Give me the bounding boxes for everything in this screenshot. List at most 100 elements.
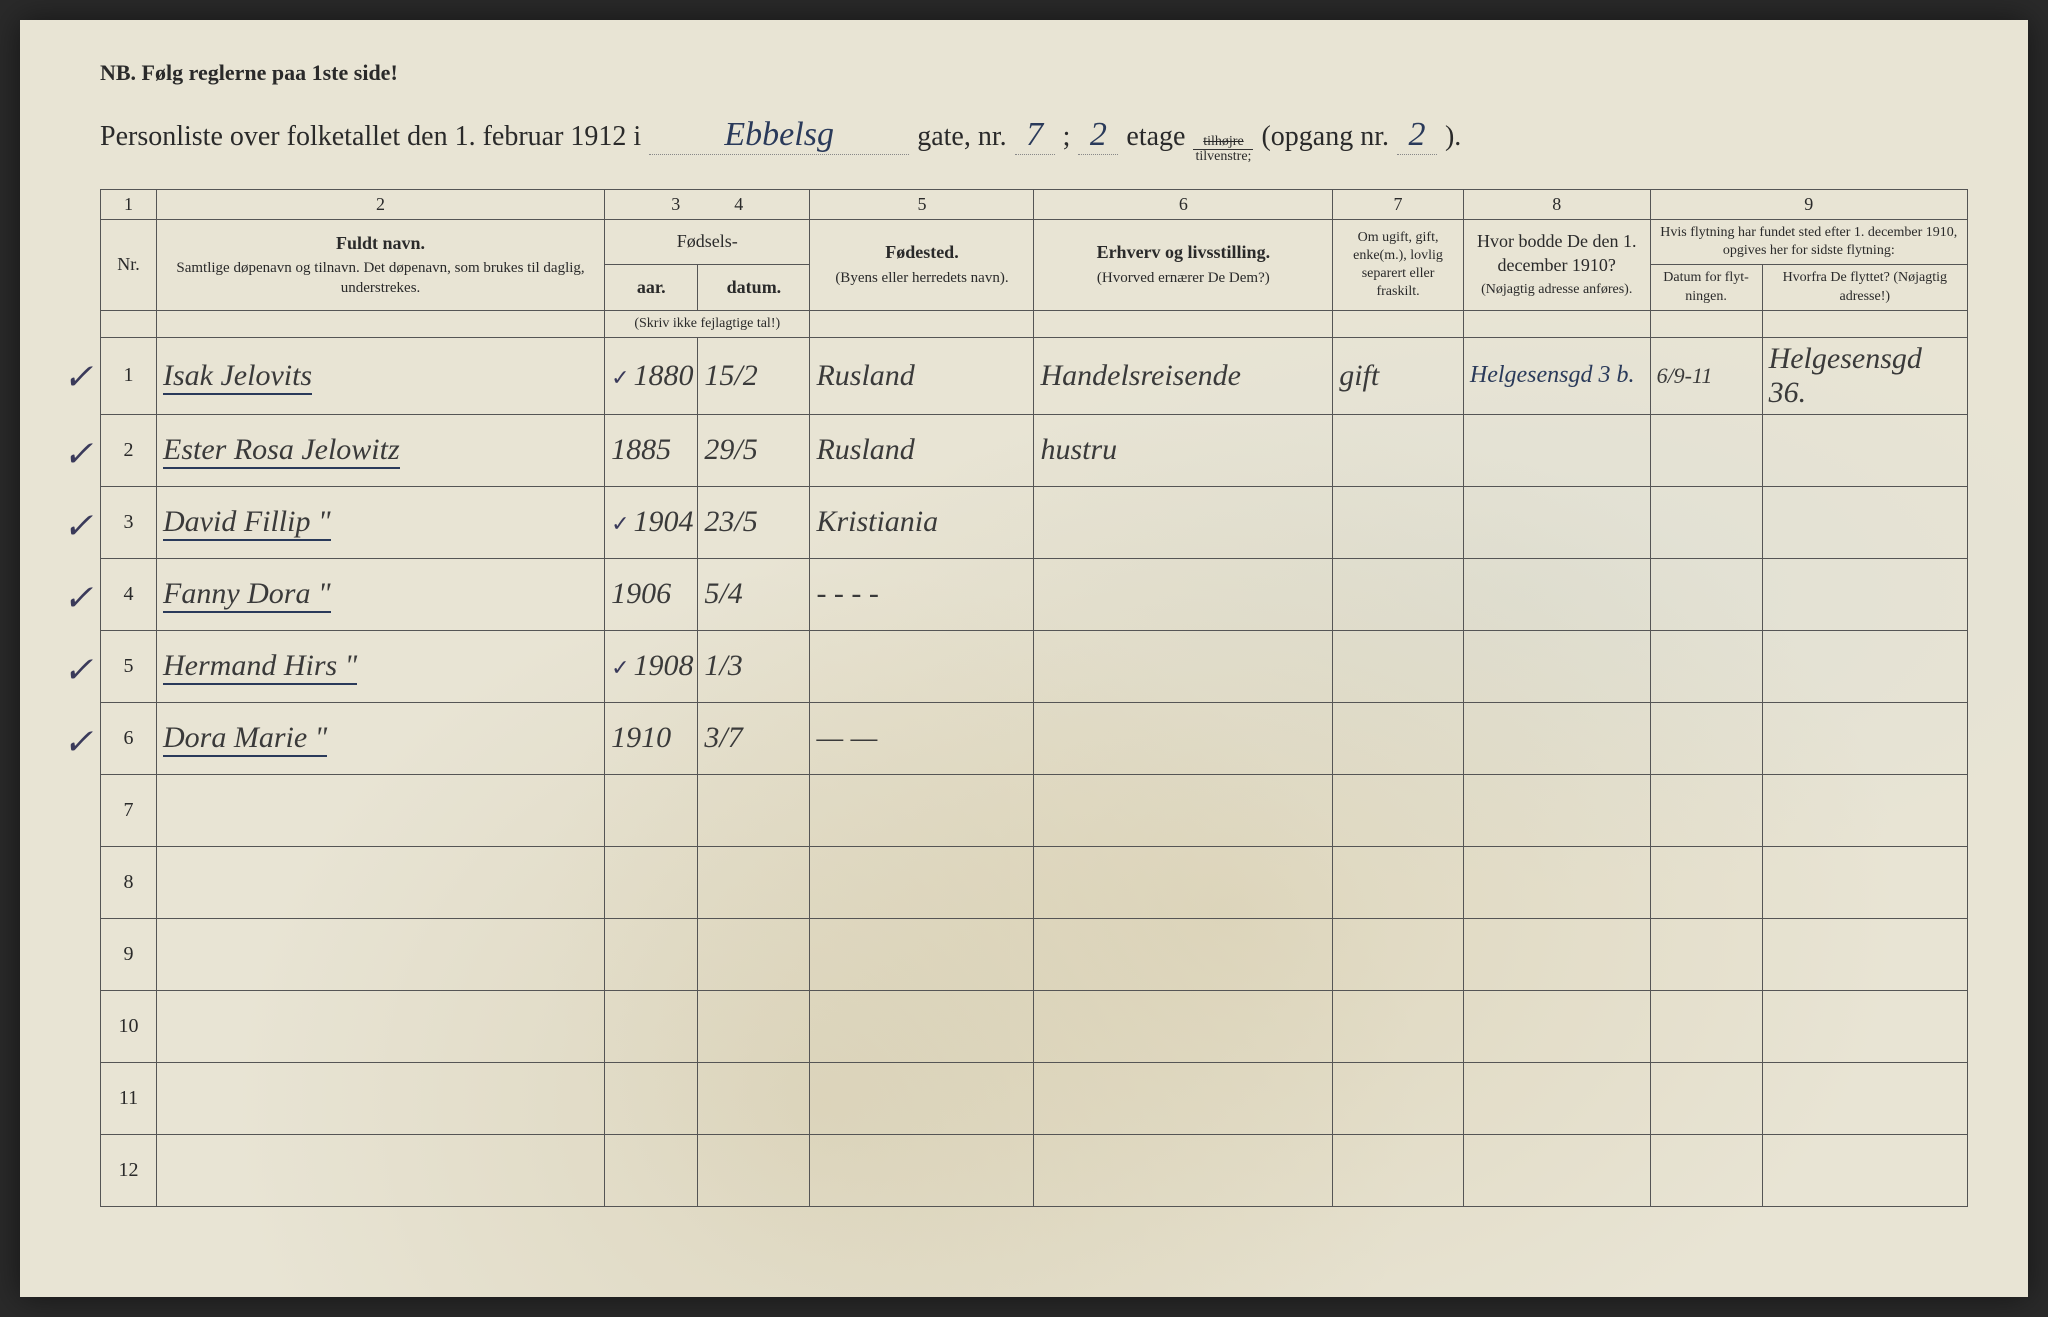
cell-birthplace: — —	[810, 702, 1034, 774]
cell-occupation	[1034, 1134, 1333, 1206]
cell-move-from: Helgesensgd 36.	[1762, 337, 1967, 414]
cell-name	[157, 774, 605, 846]
cell-address-1910	[1463, 1062, 1650, 1134]
cell-birthplace	[810, 774, 1034, 846]
cell-year	[605, 1134, 698, 1206]
cell-birthplace	[810, 1134, 1034, 1206]
cell-date: 5/4	[698, 558, 810, 630]
form-title-line: Personliste over folketallet den 1. febr…	[100, 116, 1968, 164]
cell-date	[698, 774, 810, 846]
cell-year	[605, 846, 698, 918]
cell-move-date	[1650, 1062, 1762, 1134]
etage-nr-field: 2	[1078, 116, 1118, 155]
cell-name	[157, 990, 605, 1062]
cell-occupation	[1034, 918, 1333, 990]
cell-move-date	[1650, 558, 1762, 630]
table-row: 11	[101, 1062, 1968, 1134]
cell-date: 3/7	[698, 702, 810, 774]
header-row-3: (Skriv ikke fejlagtige tal!)	[101, 310, 1968, 337]
cell-move-date	[1650, 1134, 1762, 1206]
cell-date	[698, 990, 810, 1062]
cell-move-from	[1762, 558, 1967, 630]
cell-address-1910	[1463, 774, 1650, 846]
hdr-birth-group: Fødsels-	[605, 220, 810, 265]
cell-nr: ✓4	[101, 558, 157, 630]
cell-year: ✓1880	[605, 337, 698, 414]
cell-name	[157, 918, 605, 990]
hdr-move-date: Datum for flyt-ningen.	[1650, 265, 1762, 310]
cell-move-from	[1762, 702, 1967, 774]
cell-birthplace: Rusland	[810, 337, 1034, 414]
cell-occupation	[1034, 702, 1333, 774]
cell-date: 15/2	[698, 337, 810, 414]
hdr-date-title: datum.	[727, 277, 782, 297]
cell-status	[1333, 990, 1464, 1062]
cell-move-from	[1762, 774, 1967, 846]
cell-status	[1333, 702, 1464, 774]
cell-address-1910	[1463, 702, 1650, 774]
cell-status	[1333, 414, 1464, 486]
hdr-move-group: Hvis flytning har fundet sted efter 1. d…	[1650, 220, 1967, 265]
cell-name: David Fillip "	[157, 486, 605, 558]
cell-date	[698, 1134, 810, 1206]
cell-birthplace	[810, 990, 1034, 1062]
table-row: 7	[101, 774, 1968, 846]
cell-status	[1333, 558, 1464, 630]
cell-move-date	[1650, 990, 1762, 1062]
cell-occupation: hustru	[1034, 414, 1333, 486]
cell-move-from	[1762, 918, 1967, 990]
cell-year: 1885	[605, 414, 698, 486]
cell-birthplace: Rusland	[810, 414, 1034, 486]
cell-nr: 10	[101, 990, 157, 1062]
cell-year: 1910	[605, 702, 698, 774]
table-row: ✓3David Fillip "✓190423/5Kristiania	[101, 486, 1968, 558]
opgang-nr-field: 2	[1397, 116, 1437, 155]
cell-move-date	[1650, 774, 1762, 846]
cell-occupation	[1034, 774, 1333, 846]
table-row: ✓5Hermand Hirs "✓19081/3	[101, 630, 1968, 702]
semicolon: ;	[1063, 121, 1071, 153]
cell-name: Fanny Dora "	[157, 558, 605, 630]
hdr-name: Fuldt navn. Samtlige døpenavn og tilnavn…	[157, 220, 605, 311]
colnum-9: 9	[1650, 190, 1967, 220]
cell-move-from	[1762, 414, 1967, 486]
census-form-page: NB. Følg reglerne paa 1ste side! Personl…	[20, 20, 2028, 1297]
cell-nr: 12	[101, 1134, 157, 1206]
cell-date: 1/3	[698, 630, 810, 702]
colnum-6: 6	[1034, 190, 1333, 220]
hdr-move-from: Hvorfra De flyttet? (Nøjagtig adresse!)	[1762, 265, 1967, 310]
cell-status	[1333, 774, 1464, 846]
hdr-occ-title: Erhverv og livsstilling.	[1097, 242, 1271, 262]
cell-year	[605, 1062, 698, 1134]
cell-nr: ✓3	[101, 486, 157, 558]
hdr-year-title: aar.	[637, 277, 666, 297]
cell-move-date	[1650, 846, 1762, 918]
hdr-addr-title: Hvor bodde De den 1. december 1910?	[1477, 231, 1636, 274]
cell-nr: 7	[101, 774, 157, 846]
hdr-blank-addr	[1463, 310, 1650, 337]
cell-occupation	[1034, 630, 1333, 702]
table-row: 9	[101, 918, 1968, 990]
hdr-year: aar.	[605, 265, 698, 310]
table-row: 10	[101, 990, 1968, 1062]
cell-status	[1333, 846, 1464, 918]
cell-nr: ✓1	[101, 337, 157, 414]
etage-label: etage	[1126, 121, 1185, 153]
hdr-year-sub: (Skriv ikke fejlagtige tal!)	[605, 310, 810, 337]
cell-move-date	[1650, 630, 1762, 702]
street-name-field: Ebbelsg	[649, 116, 909, 155]
cell-occupation	[1034, 486, 1333, 558]
census-table: 1 2 3 4 5 6 7 8 9 Nr. Fuldt navn. Samtli…	[100, 189, 1968, 1207]
hdr-occ-sub: (Hvorved ernærer De Dem?)	[1040, 269, 1326, 289]
hdr-blank-from	[1762, 310, 1967, 337]
close-paren: ).	[1445, 121, 1461, 153]
cell-date	[698, 1062, 810, 1134]
hdr-date: datum.	[698, 265, 810, 310]
cell-nr: ✓5	[101, 630, 157, 702]
hdr-status: Om ugift, gift, enke(m.), lovlig separer…	[1333, 220, 1464, 311]
colnum-3-4: 3 4	[605, 190, 810, 220]
colnum-7: 7	[1333, 190, 1464, 220]
cell-nr: 9	[101, 918, 157, 990]
cell-address-1910: Helgesensgd 3 b.	[1463, 337, 1650, 414]
colnum-5: 5	[810, 190, 1034, 220]
